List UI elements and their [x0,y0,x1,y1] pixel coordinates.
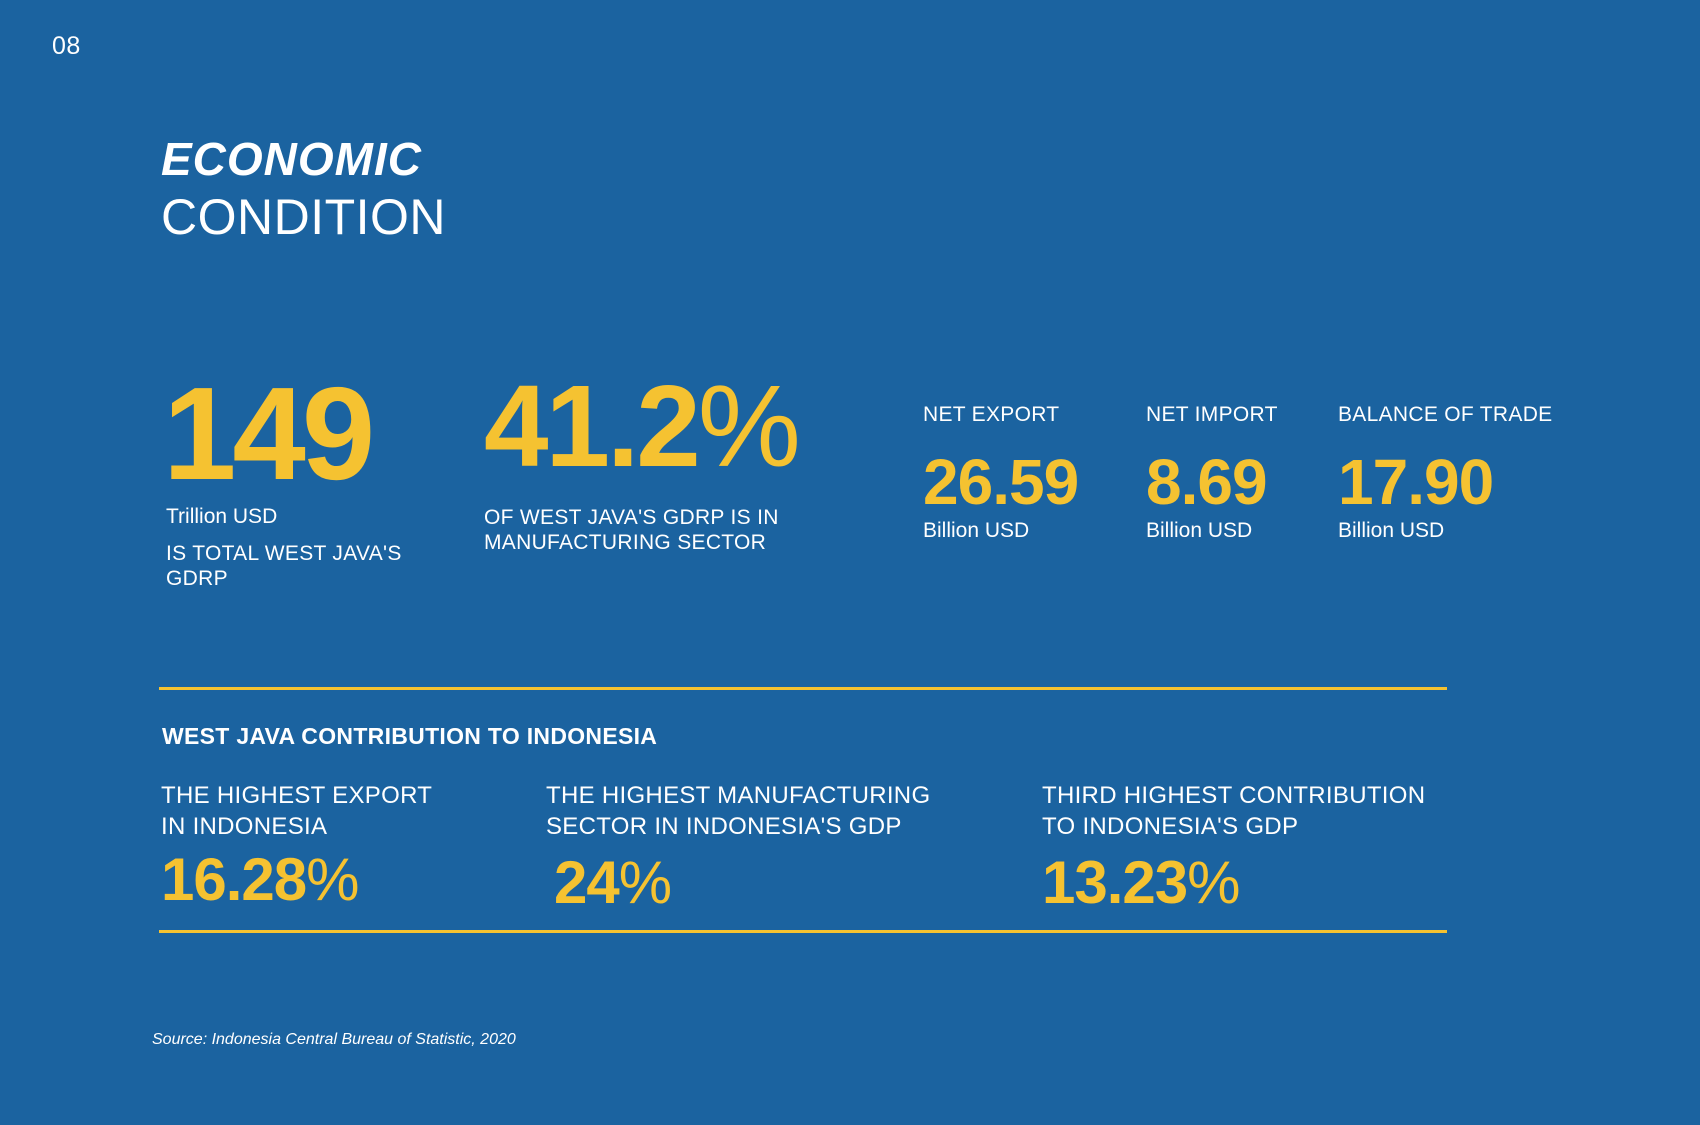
gdrp-value: 149 [163,360,375,507]
gdrp-unit: Trillion USD [166,505,278,528]
net-import-value: 8.69 [1146,446,1268,518]
contribution-export-percent: % [306,846,359,913]
contribution-export-number: 16.28 [161,846,307,913]
contribution-export-line-2: IN INDONESIA [161,813,328,840]
net-export-unit: Billion USD [923,519,1030,542]
net-import-label: NET IMPORT [1146,403,1278,426]
manufacturing-caption-line-2: MANUFACTURING SECTOR [484,531,767,554]
contribution-gdp-value: 13.23% [1042,853,1241,913]
balance-of-trade-label: BALANCE OF TRADE [1338,403,1553,426]
contribution-gdp-percent: % [1187,849,1240,916]
net-export-value: 26.59 [923,446,1079,518]
bottom-divider [159,930,1447,933]
top-divider [159,687,1447,690]
gdrp-caption-line-1: IS TOTAL WEST JAVA'S [166,542,402,565]
page-number: 08 [52,32,81,60]
contribution-manufacturing-line-2: SECTOR IN INDONESIA'S GDP [546,813,902,840]
title-line-2: CONDITION [161,189,447,245]
contribution-gdp-line-1: THIRD HIGHEST CONTRIBUTION [1042,782,1426,809]
balance-of-trade-unit: Billion USD [1338,519,1445,542]
contribution-manufacturing-number: 24 [554,849,620,916]
manufacturing-share-number: 41.2 [484,361,701,491]
title-line-1: ECONOMIC [161,133,422,185]
net-export-label: NET EXPORT [923,403,1060,426]
contribution-gdp-number: 13.23 [1042,849,1188,916]
contribution-export-value: 16.28% [161,850,360,910]
manufacturing-caption-line-1: OF WEST JAVA'S GDRP IS IN [484,506,779,529]
contribution-manufacturing-line-1: THE HIGHEST MANUFACTURING [546,782,931,809]
contribution-manufacturing-value: 24% [554,853,672,913]
contribution-heading: WEST JAVA CONTRIBUTION TO INDONESIA [162,723,658,749]
net-import-unit: Billion USD [1146,519,1253,542]
contribution-manufacturing-percent: % [618,849,672,916]
contribution-export-line-1: THE HIGHEST EXPORT [161,782,433,809]
manufacturing-share-value: 41.2% [484,368,801,484]
balance-of-trade-value: 17.90 [1338,446,1494,518]
manufacturing-share-percent: % [697,361,801,491]
gdrp-caption-line-2: GDRP [166,567,228,590]
contribution-gdp-line-2: TO INDONESIA'S GDP [1042,813,1299,840]
source-note: Source: Indonesia Central Bureau of Stat… [152,1031,516,1048]
